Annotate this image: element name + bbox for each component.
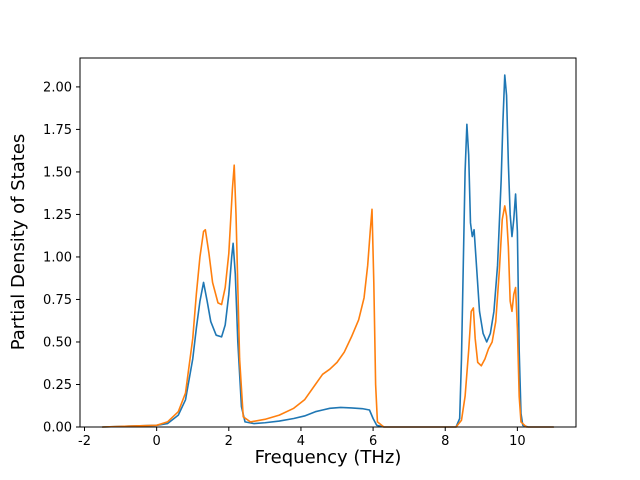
x-tick-label: 10	[509, 434, 526, 449]
pdos-series-blue-line	[101, 74, 555, 428]
y-tick-label: 0.75	[43, 293, 72, 308]
y-axis-label: Partial Density of States	[8, 134, 29, 351]
y-tick-label: 1.75	[43, 123, 72, 138]
pdos-series-orange-line	[101, 164, 555, 428]
y-tick-label: 0.25	[43, 378, 72, 393]
y-tick-label: 0.50	[43, 335, 72, 350]
x-axis-label: Frequency (THz)	[255, 447, 402, 468]
x-tick-label: 6	[369, 434, 377, 449]
x-tick-label: 0	[153, 434, 161, 449]
axes-frame	[79, 57, 577, 428]
y-tick-label: 0.00	[43, 421, 72, 436]
y-tick-label: 2.00	[43, 80, 72, 95]
x-tick-label: 4	[297, 434, 305, 449]
x-tick-label: -2	[78, 434, 91, 449]
y-tick-label: 1.50	[43, 165, 72, 180]
y-tick-label: 1.25	[43, 208, 72, 223]
x-tick-label: 2	[225, 434, 233, 449]
y-tick-label: 1.00	[43, 250, 72, 265]
x-tick-label: 8	[441, 434, 449, 449]
